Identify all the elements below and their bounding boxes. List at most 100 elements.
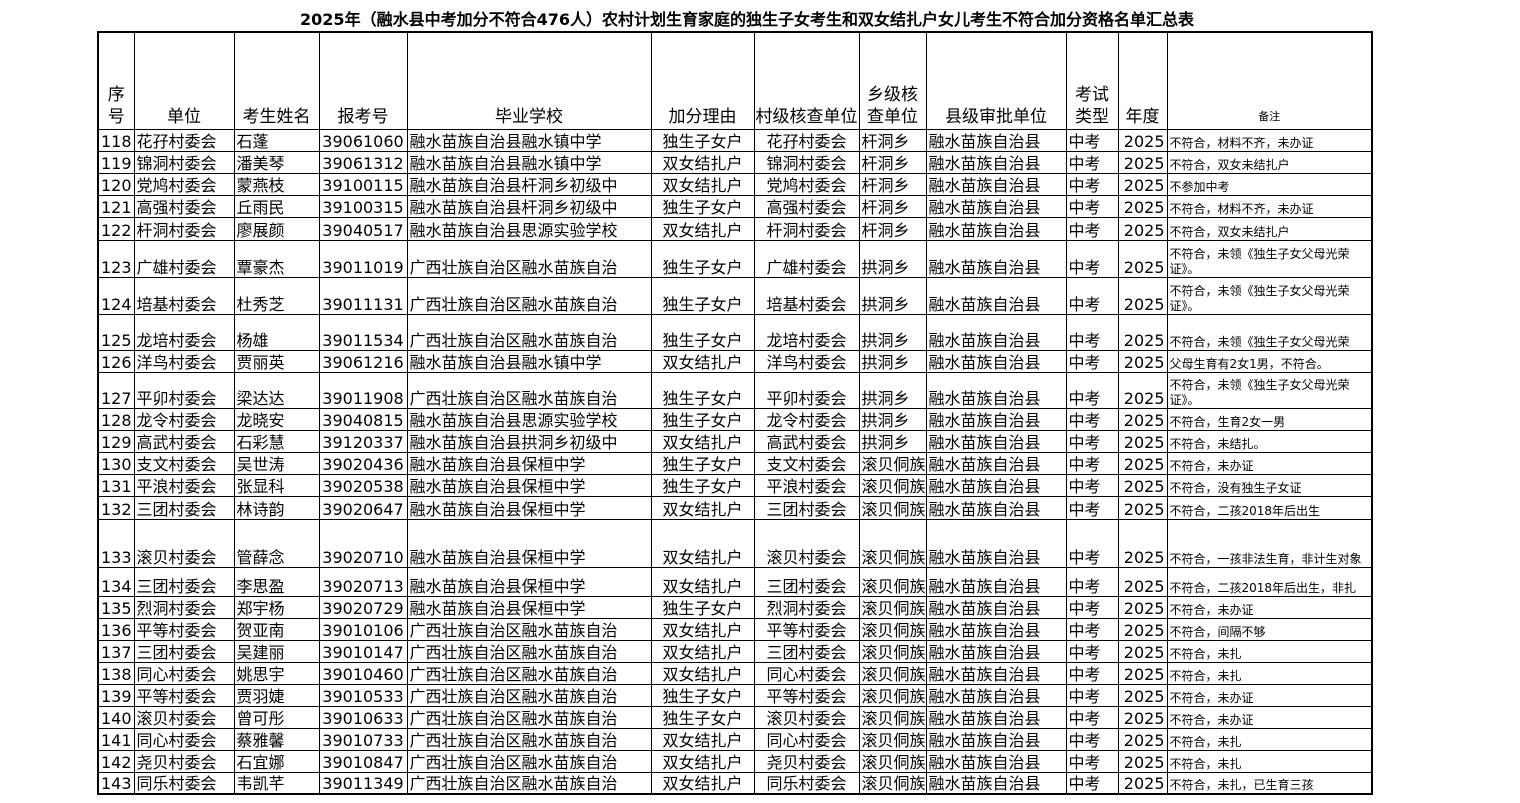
table-row: 137 三团村委会 吴建丽 39010147 广西壮族自治区融水苗族自治 双女结扎户 三团村…	[97, 639, 1373, 663]
table-cell: 林诗韵	[233, 495, 320, 520]
table-cell: 融水苗族自治县	[925, 349, 1067, 373]
table-row: 118 花孖村委会 石蓬 39061060 融水苗族自治县融水镇中学 独生子女户 花孖村委会…	[97, 128, 1373, 152]
table-cell: 贾羽婕	[233, 683, 320, 707]
table-cell: 广西壮族自治区融水苗族自治	[406, 683, 652, 707]
table-cell: 吴世涛	[233, 451, 320, 475]
table-cell: 高强村委会	[133, 194, 235, 218]
table-cell: 龙培村委会	[753, 313, 860, 351]
table-cell: 杆洞乡	[858, 172, 927, 196]
table-cell: 中考	[1065, 150, 1119, 174]
table-cell: 曾可彤	[233, 705, 320, 729]
table-cell: 中考	[1065, 639, 1119, 663]
table-cell: 滚贝侗族	[858, 566, 927, 597]
table-cell: 独生子女户	[650, 128, 755, 152]
table-cell: 管薛念	[233, 518, 320, 568]
table-cell: 独生子女户	[650, 595, 755, 619]
column-header: 报考号	[318, 31, 408, 130]
table-cell: 136	[97, 617, 135, 641]
table-cell: 三团村委会	[753, 495, 860, 520]
table-cell: 39011349	[318, 771, 408, 795]
table-cell: 39010460	[318, 661, 408, 685]
table-cell: 融水苗族自治县	[925, 661, 1067, 685]
table-cell: 融水苗族自治县保桓中学	[406, 518, 652, 568]
table-cell: 石宜娜	[233, 749, 320, 773]
table-cell: 双女结扎户	[650, 771, 755, 795]
table-cell: 中考	[1065, 172, 1119, 196]
table-cell: 39020538	[318, 473, 408, 497]
table-cell: 滚贝侗族	[858, 771, 927, 795]
table: 序号 单位 考生姓名 报考号 毕业学校 加分理由 村级核查单位 乡级核查单位 县级审批单位 考试类…	[97, 31, 1373, 795]
table-cell: 龙晓安	[233, 407, 320, 431]
table-cell: 三团村委会	[133, 495, 235, 520]
table-cell: 杆洞乡	[858, 194, 927, 218]
table-cell: 平等村委会	[133, 617, 235, 641]
table-cell: 杆洞乡	[858, 150, 927, 174]
table-cell: 郑宇杨	[233, 595, 320, 619]
table-cell: 贺亚南	[233, 617, 320, 641]
table-cell: 125	[97, 313, 135, 351]
table-cell: 39100115	[318, 172, 408, 196]
table-cell: 同乐村委会	[753, 771, 860, 795]
table-cell: 杆洞村委会	[753, 216, 860, 241]
table-cell: 尧贝村委会	[133, 749, 235, 773]
table-row: 143 同乐村委会 韦凯芊 39011349 广西壮族自治区融水苗族自治 双女结扎户 同乐村…	[97, 771, 1373, 795]
table-row: 138 同心村委会 姚思宇 39010460 广西壮族自治区融水苗族自治 双女结扎户 同心村…	[97, 661, 1373, 685]
note-cell: 不符合，材料不齐，未办证	[1166, 128, 1373, 152]
table-cell: 高武村委会	[753, 429, 860, 453]
table-cell: 花孖村委会	[133, 128, 235, 152]
table-cell: 独生子女户	[650, 194, 755, 218]
table-cell: 双女结扎户	[650, 172, 755, 196]
table-cell: 39120337	[318, 429, 408, 453]
table-cell: 2025	[1117, 683, 1168, 707]
table-cell: 党鸠村委会	[753, 172, 860, 196]
table-cell: 贾丽英	[233, 349, 320, 373]
column-header: 备注	[1166, 31, 1373, 130]
table-row: 133 滚贝村委会 管薛念 39020710 融水苗族自治县保桓中学 双女结扎户 滚贝村委会…	[97, 518, 1373, 568]
table-cell: 2025	[1117, 429, 1168, 453]
table-cell: 拱洞乡	[858, 429, 927, 453]
table-cell: 2025	[1117, 313, 1168, 351]
table-cell: 融水苗族自治县杆洞乡初级中	[406, 194, 652, 218]
table-row: 128 龙令村委会 龙晓安 39040815 融水苗族自治县思源实验学校 独生子女户 龙令村…	[97, 407, 1373, 431]
table-cell: 融水苗族自治县融水镇中学	[406, 349, 652, 373]
table-cell: 韦凯芊	[233, 771, 320, 795]
table-cell: 广西壮族自治区融水苗族自治	[406, 749, 652, 773]
table-cell: 39010147	[318, 639, 408, 663]
table-cell: 140	[97, 705, 135, 729]
table-cell: 滚贝侗族	[858, 595, 927, 619]
table-cell: 滚贝侗族	[858, 683, 927, 707]
table-cell: 平等村委会	[133, 683, 235, 707]
table-cell: 姚思宇	[233, 661, 320, 685]
table-cell: 龙令村委会	[753, 407, 860, 431]
table-cell: 融水苗族自治县	[925, 771, 1067, 795]
table-cell: 平卯村委会	[133, 371, 235, 409]
table-cell: 吴建丽	[233, 639, 320, 663]
table-cell: 广西壮族自治区融水苗族自治	[406, 705, 652, 729]
table-cell: 融水苗族自治县	[925, 150, 1067, 174]
table-cell: 三团村委会	[133, 639, 235, 663]
column-header: 单位	[133, 31, 235, 130]
table-cell: 平卯村委会	[753, 371, 860, 409]
note-cell: 不符合，未办证	[1166, 705, 1373, 729]
table-cell: 融水苗族自治县	[925, 451, 1067, 475]
table-cell: 融水苗族自治县保桓中学	[406, 451, 652, 475]
table-cell: 广西壮族自治区融水苗族自治	[406, 771, 652, 795]
column-header: 县级审批单位	[925, 31, 1067, 130]
column-header: 考生姓名	[233, 31, 320, 130]
table-cell: 滚贝侗族	[858, 451, 927, 475]
note-cell: 父母生育有2女1男，不符合。	[1166, 349, 1373, 373]
note-cell: 不符合，未扎	[1166, 749, 1373, 773]
table-cell: 廖展颜	[233, 216, 320, 241]
table-cell: 拱洞乡	[858, 239, 927, 278]
table-cell: 143	[97, 771, 135, 795]
table-cell: 39010733	[318, 727, 408, 751]
table-cell: 135	[97, 595, 135, 619]
table-cell: 锦洞村委会	[133, 150, 235, 174]
table-cell: 广西壮族自治区融水苗族自治	[406, 371, 652, 409]
table-cell: 2025	[1117, 661, 1168, 685]
table-cell: 滚贝村委会	[133, 518, 235, 568]
table-cell: 2025	[1117, 276, 1168, 315]
table-cell: 融水苗族自治县保桓中学	[406, 566, 652, 597]
table-cell: 广西壮族自治区融水苗族自治	[406, 639, 652, 663]
table-cell: 中考	[1065, 749, 1119, 773]
